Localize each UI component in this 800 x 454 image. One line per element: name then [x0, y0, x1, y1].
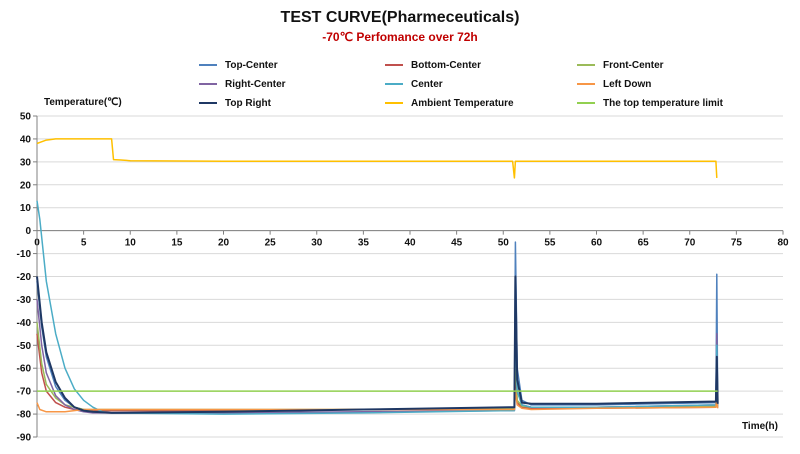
y-tick-label: -70: [17, 387, 32, 398]
y-tick-label: 20: [20, 180, 32, 191]
y-tick-label: -30: [17, 295, 32, 306]
x-tick-label: 70: [684, 238, 696, 249]
x-tick-label: 35: [358, 238, 370, 249]
x-tick-label: 60: [591, 238, 603, 249]
x-tick-label: 45: [451, 238, 463, 249]
x-tick-label: 40: [404, 238, 416, 249]
y-tick-label: -50: [17, 341, 32, 352]
series-line-6: [36, 275, 719, 414]
legend-item: Front-Center: [577, 58, 664, 72]
series-line-2: [36, 322, 719, 411]
x-tick-label: 30: [311, 238, 323, 249]
legend-label: Front-Center: [603, 59, 664, 71]
y-axis-label: Temperature(℃): [44, 97, 122, 108]
legend-swatch: [577, 83, 595, 85]
legend-item: Top Right: [199, 96, 271, 110]
chart-title: TEST CURVE(Pharmeceuticals): [280, 9, 520, 26]
legend-swatch: [199, 102, 217, 104]
legend-label: Ambient Temperature: [411, 97, 514, 109]
series-line-3: [36, 299, 719, 414]
legend-label: Right-Center: [225, 78, 286, 90]
y-tick-label: 50: [20, 112, 32, 123]
x-tick-label: 10: [125, 238, 137, 249]
x-tick-label: 55: [544, 238, 556, 249]
y-tick-label: -20: [17, 272, 32, 283]
x-tick-label: 75: [731, 238, 743, 249]
legend-label: The top temperature limit: [603, 97, 724, 109]
legend-swatch: [385, 64, 403, 66]
x-tick-label: 25: [265, 238, 277, 249]
legend-item: Ambient Temperature: [385, 96, 514, 110]
series-line-4: [36, 200, 719, 415]
x-tick-label: 15: [171, 238, 183, 249]
y-tick-label: 40: [20, 134, 32, 145]
legend-item: Left Down: [577, 77, 651, 91]
x-tick-label: 20: [218, 238, 230, 249]
y-tick-label: -60: [17, 364, 32, 375]
y-tick-label: -40: [17, 318, 32, 329]
legend-item: Center: [385, 77, 443, 91]
legend-item: Right-Center: [199, 77, 286, 91]
chart-subtitle: -70℃ Perfomance over 72h: [322, 30, 478, 44]
y-tick-label: 30: [20, 157, 32, 168]
legend-swatch: [385, 83, 403, 85]
x-tick-label: 65: [638, 238, 650, 249]
legend-item: Top-Center: [199, 58, 278, 72]
legend-item: The top temperature limit: [577, 96, 723, 110]
legend-item: Bottom-Center: [385, 58, 481, 72]
x-tick-label: 50: [498, 238, 510, 249]
legend-label: Center: [411, 78, 443, 90]
x-axis-label: Time(h): [742, 421, 778, 432]
y-tick-label: 0: [25, 226, 31, 237]
x-tick-label: 80: [777, 238, 789, 249]
y-tick-label: 10: [20, 203, 32, 214]
y-tick-label: -10: [17, 249, 32, 260]
series-line-5: [36, 390, 719, 413]
legend-swatch: [577, 64, 595, 66]
series-line-0: [36, 241, 719, 412]
legend-label: Bottom-Center: [411, 59, 481, 71]
legend-swatch: [199, 64, 217, 66]
legend-swatch: [199, 83, 217, 85]
legend-label: Left Down: [603, 78, 652, 90]
legend-label: Top Right: [225, 97, 271, 109]
y-tick-label: -80: [17, 410, 32, 421]
legend-label: Top-Center: [225, 59, 278, 71]
series-line-7: [36, 138, 718, 179]
legend-swatch: [385, 102, 403, 104]
x-tick-label: 5: [81, 238, 87, 249]
y-tick-label: -90: [17, 433, 32, 444]
legend-swatch: [577, 102, 595, 104]
